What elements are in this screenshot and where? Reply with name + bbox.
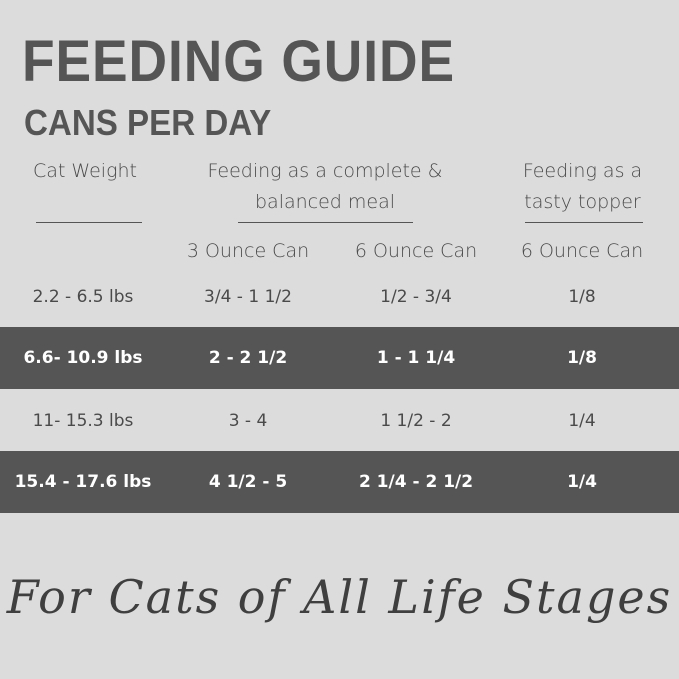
rule [525, 222, 643, 223]
table-row: 15.4 - 17.6 lbs 4 1/2 - 5 2 1/4 - 2 1/2 1/4 [0, 451, 679, 513]
table-cell: 11- 15.3 lbs [32, 411, 134, 431]
table-cell: 4 1/2 - 5 [208, 472, 288, 492]
rule [36, 222, 142, 223]
group-header: Feeding as a tasty topper [522, 160, 643, 213]
rule [238, 222, 413, 223]
column-header: 3 Ounce Can [186, 240, 310, 262]
column-header: 6 Ounce Can [354, 240, 478, 262]
table-cell: 1/4 [568, 411, 596, 431]
group-header: Cat Weight [33, 160, 137, 182]
table-cell: 2 1/4 - 2 1/2 [358, 472, 474, 492]
table-cell: 1/2 - 3/4 [380, 287, 452, 307]
table-cell: 1/4 [567, 472, 597, 492]
group-header: Feeding as a complete & balanced meal [207, 160, 443, 213]
title: FEEDING GUIDE [22, 29, 455, 94]
subtitle: CANS PER DAY [24, 102, 272, 143]
column-header: 6 Ounce Can [520, 240, 644, 262]
table-cell: 3/4 - 1 1/2 [204, 287, 292, 307]
table-cell: 1/8 [568, 287, 596, 307]
table-row: 2.2 - 6.5 lbs 3/4 - 1 1/2 1/2 - 3/4 1/8 [0, 266, 679, 328]
table-cell: 1/8 [567, 348, 597, 368]
table-row: 11- 15.3 lbs 3 - 4 1 1/2 - 2 1/4 [0, 390, 679, 452]
table-row: 6.6- 10.9 lbs 2 - 2 1/2 1 - 1 1/4 1/8 [0, 327, 679, 389]
table-cell: 3 - 4 [228, 411, 268, 431]
table-cell: 1 1/2 - 2 [380, 411, 452, 431]
table-cell: 2 - 2 1/2 [208, 348, 288, 368]
table-cell: 2.2 - 6.5 lbs [32, 287, 134, 307]
table-cell: 1 - 1 1/4 [376, 348, 456, 368]
table-cell: 6.6- 10.9 lbs [23, 348, 143, 368]
table-cell: 15.4 - 17.6 lbs [14, 472, 152, 492]
footer: For Cats of All Life Stages [6, 570, 673, 624]
